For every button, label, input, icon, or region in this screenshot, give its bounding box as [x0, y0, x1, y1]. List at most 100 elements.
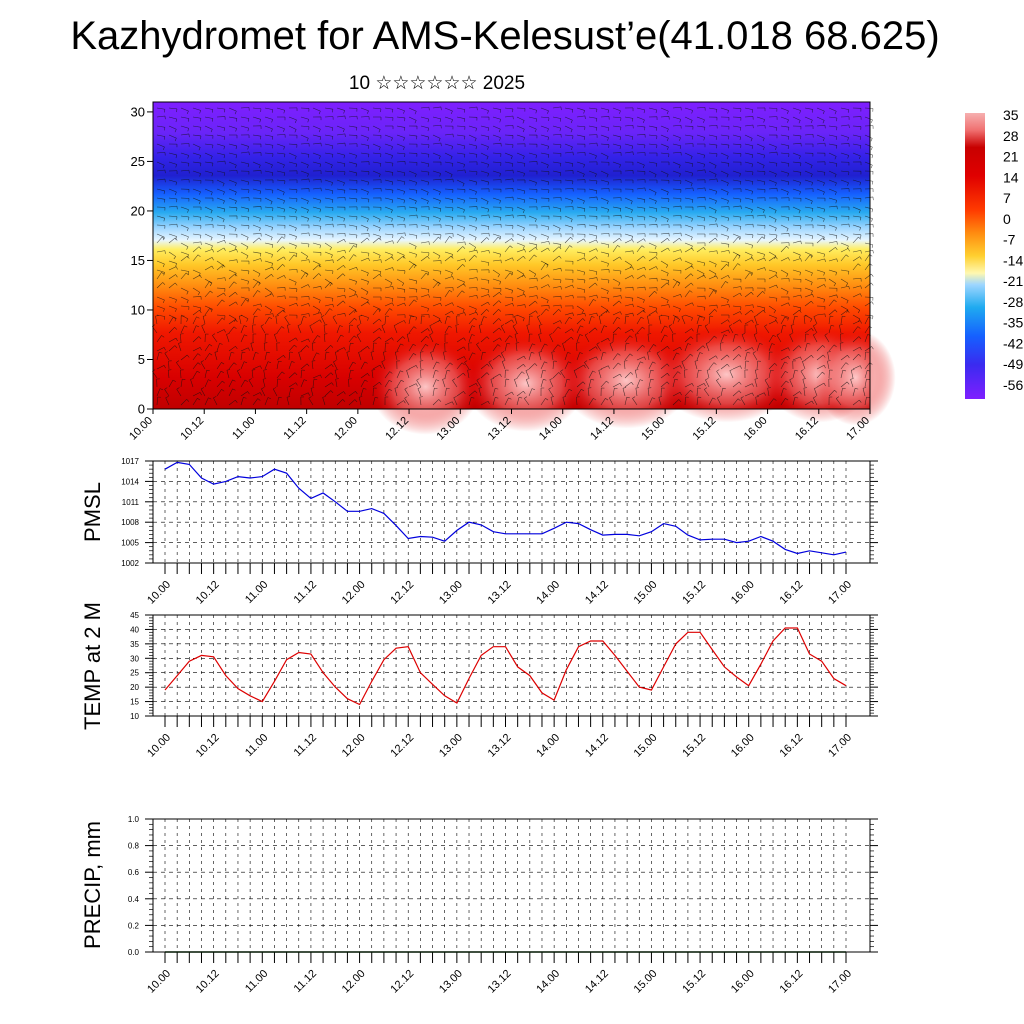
wind-barb-flag: [643, 119, 645, 124]
wind-barb-flag: [462, 309, 465, 313]
wind-barb-flag: [571, 227, 573, 231]
wind-barb: [648, 397, 653, 406]
wind-barb: [792, 142, 801, 145]
wind-barb-flag: [824, 333, 828, 336]
wind-barb-flag: [632, 266, 634, 270]
wind-barb-flag: [668, 280, 670, 284]
cs-xtick-label: 11.00: [230, 415, 257, 442]
wind-barb-flag: [706, 342, 710, 344]
wind-barb: [576, 397, 578, 406]
wind-barb: [204, 344, 210, 352]
wind-barb-flag: [715, 237, 718, 241]
wind-barb-flag: [782, 324, 787, 327]
wind-barb-flag: [595, 127, 598, 131]
wind-barb: [372, 224, 381, 229]
wind-barb-flag: [571, 328, 574, 332]
wind-barb-flag: [800, 258, 802, 262]
wind-barb-flag: [214, 351, 218, 353]
wind-barb-flag: [691, 317, 693, 321]
wind-barb: [180, 305, 189, 307]
wind-barb-flag: [174, 191, 177, 196]
wind-barb-flag: [163, 299, 165, 304]
wind-barb-flag: [707, 369, 711, 371]
wind-barb-flag: [335, 378, 339, 380]
wind-barb: [792, 170, 801, 173]
wind-barb-flag: [317, 309, 321, 314]
wind-barb: [660, 143, 669, 148]
wind-barb-flag: [463, 372, 466, 376]
wind-barb: [180, 251, 189, 255]
wind-barb-flag: [308, 338, 310, 342]
wind-barb: [840, 242, 849, 247]
wind-barb: [336, 179, 345, 183]
wind-barb: [384, 179, 393, 183]
wind-barb-flag: [858, 236, 861, 240]
wind-barb-flag: [859, 320, 862, 324]
wind-barb: [288, 197, 297, 199]
wind-barb: [156, 250, 165, 253]
wind-barb-flag: [461, 290, 465, 293]
wind-barb: [756, 134, 765, 139]
wind-barb-flag: [438, 236, 441, 240]
wind-barb: [744, 179, 753, 182]
wind-barb-flag: [799, 272, 801, 276]
wind-barb: [636, 344, 643, 352]
wind-barb: [432, 379, 437, 388]
wind-barb: [804, 269, 813, 274]
wind-barb: [168, 152, 177, 156]
wind-barb: [828, 309, 836, 316]
wind-barb: [372, 318, 380, 325]
wind-barb: [396, 255, 404, 262]
wind-barb: [504, 287, 513, 291]
wind-barb-flag: [319, 245, 321, 249]
wind-barb: [816, 251, 825, 255]
ytick-label: 1011: [122, 498, 140, 507]
colorbar-label: -21: [1003, 273, 1023, 289]
wind-barb-flag: [787, 145, 790, 149]
wind-barb-flag: [278, 396, 282, 399]
wind-barb: [839, 325, 842, 334]
wind-barb-flag: [606, 156, 609, 160]
wind-barb: [672, 316, 676, 325]
wind-barb: [576, 238, 584, 244]
wind-barb: [300, 345, 307, 352]
wind-barb: [804, 334, 806, 343]
wind-barb-flag: [476, 154, 478, 158]
wind-barb-flag: [370, 351, 375, 353]
wind-barb: [528, 215, 537, 220]
wind-barb-flag: [439, 173, 441, 177]
wind-barb-flag: [410, 315, 414, 318]
wind-barb-flag: [295, 163, 298, 168]
wind-barb: [240, 334, 245, 343]
wind-barb-flag: [511, 391, 514, 395]
wind-barb-flag: [161, 272, 165, 275]
wind-barb: [264, 152, 273, 154]
wind-barb: [516, 188, 525, 192]
wind-barb-flag: [739, 136, 742, 141]
wind-barb-flag: [234, 246, 237, 250]
wind-barb: [444, 287, 454, 289]
wind-barb: [432, 236, 439, 244]
wind-barb-flag: [596, 239, 598, 243]
wind-barb-flag: [267, 361, 272, 364]
wind-barb: [404, 389, 410, 397]
wind-barb: [432, 319, 441, 325]
wind-barb-flag: [293, 254, 297, 258]
xtick-label: 15.00: [632, 968, 660, 996]
wind-barb-flag: [483, 316, 487, 318]
wind-barb-flag: [482, 351, 486, 354]
wind-barb: [576, 224, 586, 226]
wind-barb: [204, 281, 210, 289]
wind-barb: [864, 316, 869, 325]
wind-barb: [816, 237, 824, 244]
wind-barb-flag: [523, 137, 525, 141]
wind-barb: [804, 343, 808, 352]
wind-barb: [840, 309, 848, 316]
wind-barb-flag: [834, 191, 837, 196]
wind-barb: [756, 233, 765, 236]
wind-barb: [612, 388, 615, 397]
wind-barb: [804, 278, 813, 283]
wind-barb-flag: [751, 319, 754, 323]
xtick-label: 16.00: [729, 968, 757, 996]
wind-barb-flag: [558, 246, 562, 250]
